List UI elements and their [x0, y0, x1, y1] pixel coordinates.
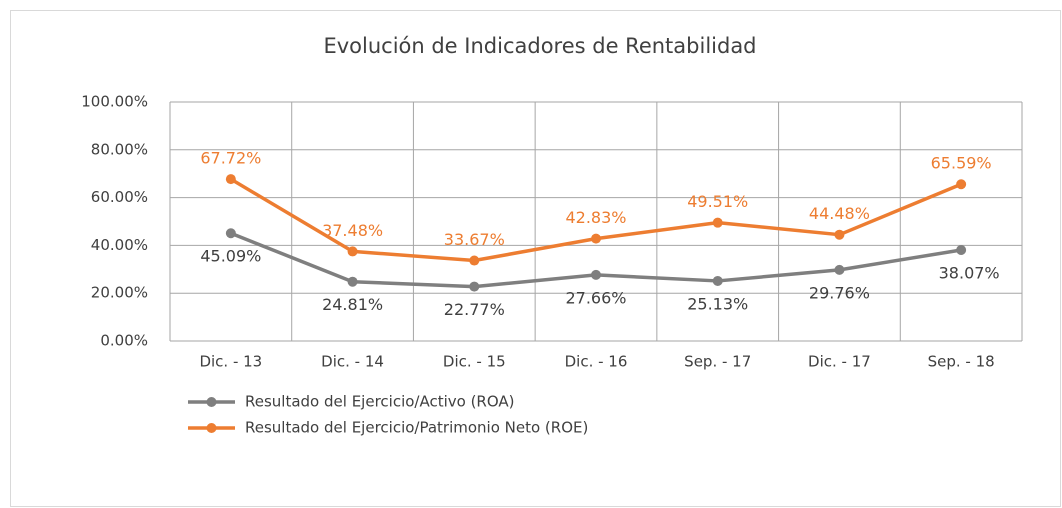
point: [712, 275, 723, 286]
data-label: 38.07%: [939, 264, 1000, 283]
data-label: 33.67%: [444, 230, 505, 249]
x-tick-label: Dic. - 14: [321, 353, 384, 371]
data-label: 49.51%: [687, 192, 748, 211]
data-label: 37.48%: [322, 221, 383, 240]
legend-marker: [206, 397, 217, 407]
point: [469, 281, 480, 292]
data-label: 22.77%: [444, 300, 505, 319]
y-tick-label: 0.00%: [100, 332, 148, 350]
legend-label: Resultado del Ejercicio/Patrimonio Neto …: [245, 419, 588, 437]
y-tick-label: 60.00%: [91, 188, 148, 206]
x-tick-label: Sep. - 17: [684, 353, 751, 371]
x-tick-label: Dic. - 17: [808, 353, 871, 371]
data-label: 45.09%: [200, 247, 261, 266]
data-label: 29.76%: [809, 283, 870, 302]
legend-label: Resultado del Ejercicio/Activo (ROA): [245, 393, 515, 411]
point: [834, 264, 845, 275]
x-tick-label: Dic. - 15: [443, 353, 506, 371]
point: [834, 229, 845, 240]
x-tick-label: Dic. - 13: [199, 353, 262, 371]
point: [225, 228, 236, 239]
y-tick-label: 20.00%: [91, 284, 148, 302]
data-label: 67.72%: [200, 149, 261, 168]
data-label: 27.66%: [565, 288, 626, 307]
point: [956, 179, 967, 190]
point: [469, 255, 480, 266]
x-tick-label: Sep. - 18: [928, 353, 995, 371]
legend-marker: [206, 423, 217, 433]
chart-title: Evolución de Indicadores de Rentabilidad: [323, 34, 756, 58]
x-tick-label: Dic. - 16: [565, 353, 628, 371]
point: [347, 246, 358, 257]
data-label: 42.83%: [565, 208, 626, 227]
point: [591, 269, 601, 280]
point: [347, 276, 358, 287]
y-tick-label: 100.00%: [81, 93, 148, 111]
data-label: 65.59%: [931, 154, 992, 173]
data-label: 44.48%: [809, 204, 870, 223]
point: [956, 245, 967, 256]
y-tick-label: 80.00%: [91, 140, 148, 158]
point: [225, 174, 236, 185]
y-tick-label: 40.00%: [91, 236, 148, 254]
data-label: 25.13%: [687, 294, 748, 313]
point: [591, 233, 601, 244]
data-label: 24.81%: [322, 295, 383, 314]
point: [712, 217, 723, 228]
